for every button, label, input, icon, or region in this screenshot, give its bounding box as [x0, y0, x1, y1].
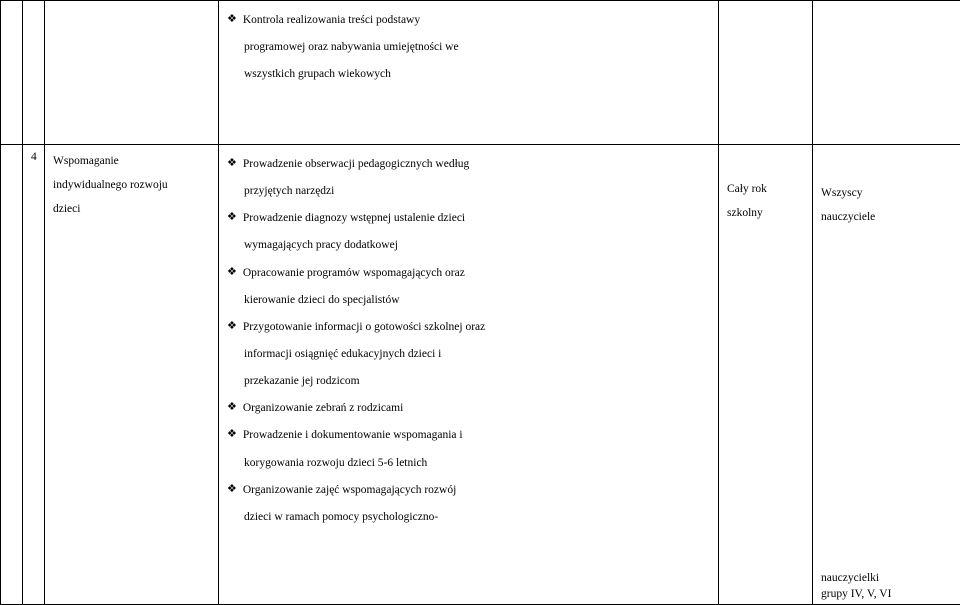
- bullet-item: ❖ Opracowanie programów wspomagających or…: [227, 261, 710, 285]
- cell-r2-c6: Wszyscynauczyciele nauczycielkigrupy IV,…: [813, 145, 960, 605]
- bullet-text: Organizowanie zajęć wspomagających rozwó…: [243, 478, 710, 502]
- bullet-item: ❖ Przygotowanie informacji o gotowości sz…: [227, 315, 710, 339]
- text-line: dzieci: [53, 197, 210, 221]
- cell-r1-c1: [1, 1, 23, 145]
- document-table: ❖ Kontrola realizowania treści podstawy pr…: [0, 0, 960, 605]
- diamond-bullet-icon: ❖: [227, 315, 237, 338]
- text-line: nauczycielki: [821, 570, 952, 587]
- bullet-continuation: przekazanie jej rodzicom: [244, 369, 710, 393]
- bullet-text: Prowadzenie i dokumentowanie wspomagania…: [243, 423, 710, 447]
- bullet-text: Organizowanie zebrań z rodzicami: [243, 396, 710, 420]
- cell-r2-c4: ❖ Prowadzenie obserwacji pedagogicznych w…: [219, 145, 719, 605]
- text-line: Wszyscy: [821, 181, 952, 205]
- bullet-item: ❖ Prowadzenie i dokumentowanie wspomagani…: [227, 423, 710, 447]
- text-line: szkolny: [727, 201, 804, 225]
- row-number: 4: [31, 151, 37, 163]
- text-line: Wspomaganie: [53, 149, 210, 173]
- cell-r1-c2: [23, 1, 45, 145]
- cell-r2-c3: Wspomaganieindywidualnego rozwojudzieci: [45, 145, 219, 605]
- bullet-continuation: wymagających pracy dodatkowej: [244, 233, 710, 257]
- diamond-bullet-icon: ❖: [227, 206, 237, 229]
- cell-r2-c2: 4: [23, 145, 45, 605]
- bullet-continuation: wszystkich grupach wiekowych: [244, 62, 710, 86]
- diamond-bullet-icon: ❖: [227, 423, 237, 446]
- bullet-continuation: kierowanie dzieci do specjalistów: [244, 288, 710, 312]
- bullet-continuation: programowej oraz nabywania umiejętności …: [244, 35, 710, 59]
- text-line: grupy IV, V, VI: [821, 586, 952, 603]
- cell-r2-c5: Cały rokszkolny: [719, 145, 813, 605]
- bullet-text: Kontrola realizowania treści podstawy: [243, 8, 710, 32]
- bullet-continuation: przyjętych narzędzi: [244, 179, 710, 203]
- text-line: Cały rok: [727, 177, 804, 201]
- diamond-bullet-icon: ❖: [227, 396, 237, 419]
- cell-r1-c4: ❖ Kontrola realizowania treści podstawy pr…: [219, 1, 719, 145]
- cell-r1-c5: [719, 1, 813, 145]
- diamond-bullet-icon: ❖: [227, 152, 237, 175]
- diamond-bullet-icon: ❖: [227, 8, 237, 31]
- cell-r1-c6: [813, 1, 960, 145]
- bullet-continuation: dzieci w ramach pomocy psychologiczno-: [244, 505, 710, 529]
- diamond-bullet-icon: ❖: [227, 478, 237, 501]
- bullet-continuation: korygowania rozwoju dzieci 5-6 letnich: [244, 451, 710, 475]
- cell-r1-c3: [45, 1, 219, 145]
- bullet-item: ❖ Organizowanie zebrań z rodzicami: [227, 396, 710, 420]
- cell-r2-c1: [1, 145, 23, 605]
- table-row: 4 Wspomaganieindywidualnego rozwojudziec…: [1, 145, 960, 605]
- bullet-text: Prowadzenie diagnozy wstępnej ustalenie …: [243, 206, 710, 230]
- bullet-item: ❖ Organizowanie zajęć wspomagających rozw…: [227, 478, 710, 502]
- bullet-text: Przygotowanie informacji o gotowości szk…: [243, 315, 710, 339]
- text-line: indywidualnego rozwoju: [53, 173, 210, 197]
- table-row: ❖ Kontrola realizowania treści podstawy pr…: [1, 1, 960, 145]
- bullet-item: ❖ Kontrola realizowania treści podstawy: [227, 8, 710, 32]
- bullet-continuation: informacji osiągnięć edukacyjnych dzieci…: [244, 342, 710, 366]
- diamond-bullet-icon: ❖: [227, 261, 237, 284]
- bullet-text: Prowadzenie obserwacji pedagogicznych we…: [243, 152, 710, 176]
- bullet-text: Opracowanie programów wspomagających ora…: [243, 261, 710, 285]
- text-line: nauczyciele: [821, 205, 952, 229]
- bullet-item: ❖ Prowadzenie diagnozy wstępnej ustalenie…: [227, 206, 710, 230]
- bullet-item: ❖ Prowadzenie obserwacji pedagogicznych w…: [227, 152, 710, 176]
